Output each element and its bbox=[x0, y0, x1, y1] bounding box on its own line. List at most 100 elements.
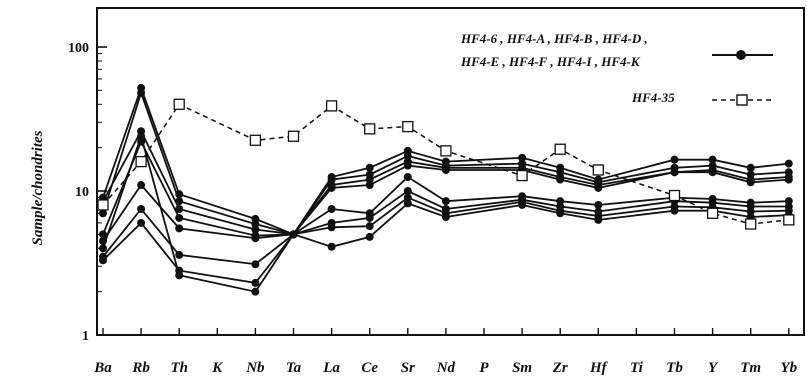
data-point bbox=[251, 287, 260, 296]
x-tick-label: Sr bbox=[401, 360, 415, 376]
data-point bbox=[365, 163, 374, 172]
x-tick-label: Nd bbox=[436, 360, 456, 376]
legend-dashed-line-1: HF4-35 bbox=[631, 90, 675, 105]
data-point bbox=[441, 212, 450, 221]
data-point bbox=[137, 204, 146, 213]
x-tick-label: Nb bbox=[245, 360, 265, 376]
data-point bbox=[670, 168, 679, 177]
data-point bbox=[670, 206, 679, 215]
data-point bbox=[251, 225, 260, 234]
data-point bbox=[556, 175, 565, 184]
data-point bbox=[441, 197, 450, 206]
data-point bbox=[251, 234, 260, 243]
data-point bbox=[175, 250, 184, 259]
series-solid bbox=[99, 132, 793, 296]
data-point bbox=[706, 207, 719, 219]
data-point bbox=[365, 222, 374, 231]
data-point bbox=[327, 183, 336, 192]
data-point bbox=[287, 130, 300, 142]
series-layer bbox=[97, 83, 795, 296]
data-point bbox=[327, 242, 336, 251]
x-tick-label: Yb bbox=[780, 360, 797, 376]
data-point bbox=[251, 219, 260, 228]
data-point bbox=[745, 218, 757, 230]
x-tick-label: P bbox=[479, 360, 489, 376]
data-point bbox=[251, 260, 260, 269]
data-point bbox=[175, 213, 184, 222]
data-point bbox=[403, 199, 412, 208]
y-tick-label: 100 bbox=[68, 41, 89, 56]
data-point bbox=[365, 213, 374, 222]
data-point bbox=[175, 224, 184, 233]
x-tick-label: Zr bbox=[552, 360, 568, 376]
data-point bbox=[708, 155, 717, 164]
x-tick-label: Sm bbox=[512, 360, 532, 376]
data-point bbox=[516, 169, 528, 182]
data-point bbox=[784, 159, 793, 168]
legend-solid-line-1: HF4-6 , HF4-A , HF4-B , HF4-D , bbox=[460, 31, 648, 46]
data-point bbox=[403, 152, 412, 161]
data-point bbox=[99, 256, 107, 265]
data-point bbox=[97, 199, 109, 211]
data-point bbox=[556, 209, 565, 218]
series-solid bbox=[99, 127, 793, 239]
data-point bbox=[175, 271, 184, 280]
data-point bbox=[175, 204, 184, 213]
series-line bbox=[102, 139, 789, 237]
data-point bbox=[403, 161, 412, 170]
data-point bbox=[594, 200, 603, 209]
data-point bbox=[594, 183, 603, 192]
legend-dashed-swatch-marker bbox=[736, 94, 748, 106]
data-point bbox=[99, 230, 107, 239]
data-point bbox=[670, 155, 679, 164]
data-point bbox=[708, 168, 717, 177]
series-solid bbox=[99, 137, 793, 240]
plot-frame bbox=[96, 7, 805, 336]
series-line bbox=[102, 103, 789, 225]
data-point bbox=[402, 120, 414, 133]
x-tick-label: Hf bbox=[589, 360, 609, 376]
data-point bbox=[137, 132, 146, 141]
data-point bbox=[364, 123, 376, 135]
data-point bbox=[249, 134, 262, 146]
data-point bbox=[441, 165, 450, 174]
data-point bbox=[746, 178, 755, 187]
data-point bbox=[99, 244, 107, 253]
x-axis: Ba Rb Th K Nb Ta La Ce Sr Nd P Sm Zr Hf Ti Tb Y Tm Yb bbox=[93, 328, 798, 376]
x-tick-label: La bbox=[322, 360, 340, 376]
x-tick-label: Tm bbox=[740, 360, 761, 376]
x-tick-label: Tb bbox=[666, 360, 683, 376]
x-tick-label: K bbox=[211, 360, 223, 376]
x-tick-label: Ba bbox=[93, 360, 112, 376]
data-point bbox=[251, 278, 260, 287]
y-axis-label: Sample/chondrites bbox=[30, 130, 46, 245]
y-tick-label: 1 bbox=[82, 329, 89, 344]
series-line bbox=[102, 175, 789, 242]
data-point bbox=[746, 163, 755, 172]
data-point bbox=[783, 214, 795, 226]
legend-solid-line-2: HF4-E , HF4-F , HF4-I , HF4-K bbox=[460, 54, 641, 69]
data-point bbox=[518, 200, 527, 209]
data-point bbox=[325, 100, 338, 112]
data-point bbox=[137, 88, 146, 97]
data-point bbox=[365, 232, 374, 241]
series-line bbox=[102, 90, 789, 236]
data-point bbox=[135, 155, 147, 168]
data-point bbox=[668, 189, 681, 202]
legend-solid-swatch-marker bbox=[736, 50, 746, 60]
data-point bbox=[327, 204, 336, 213]
y-axis: 1 10 100 bbox=[68, 41, 107, 344]
x-tick-label: Ta bbox=[286, 360, 302, 376]
series-line bbox=[102, 189, 789, 266]
data-point bbox=[173, 98, 185, 110]
y-tick-label: 10 bbox=[75, 185, 89, 200]
data-point bbox=[137, 181, 146, 190]
series-line bbox=[102, 196, 789, 284]
data-point bbox=[327, 223, 336, 232]
data-point bbox=[440, 145, 452, 157]
x-tick-label: Ce bbox=[361, 360, 378, 376]
data-point bbox=[289, 230, 298, 239]
data-point bbox=[365, 181, 374, 190]
x-tick-label: Th bbox=[170, 360, 188, 376]
